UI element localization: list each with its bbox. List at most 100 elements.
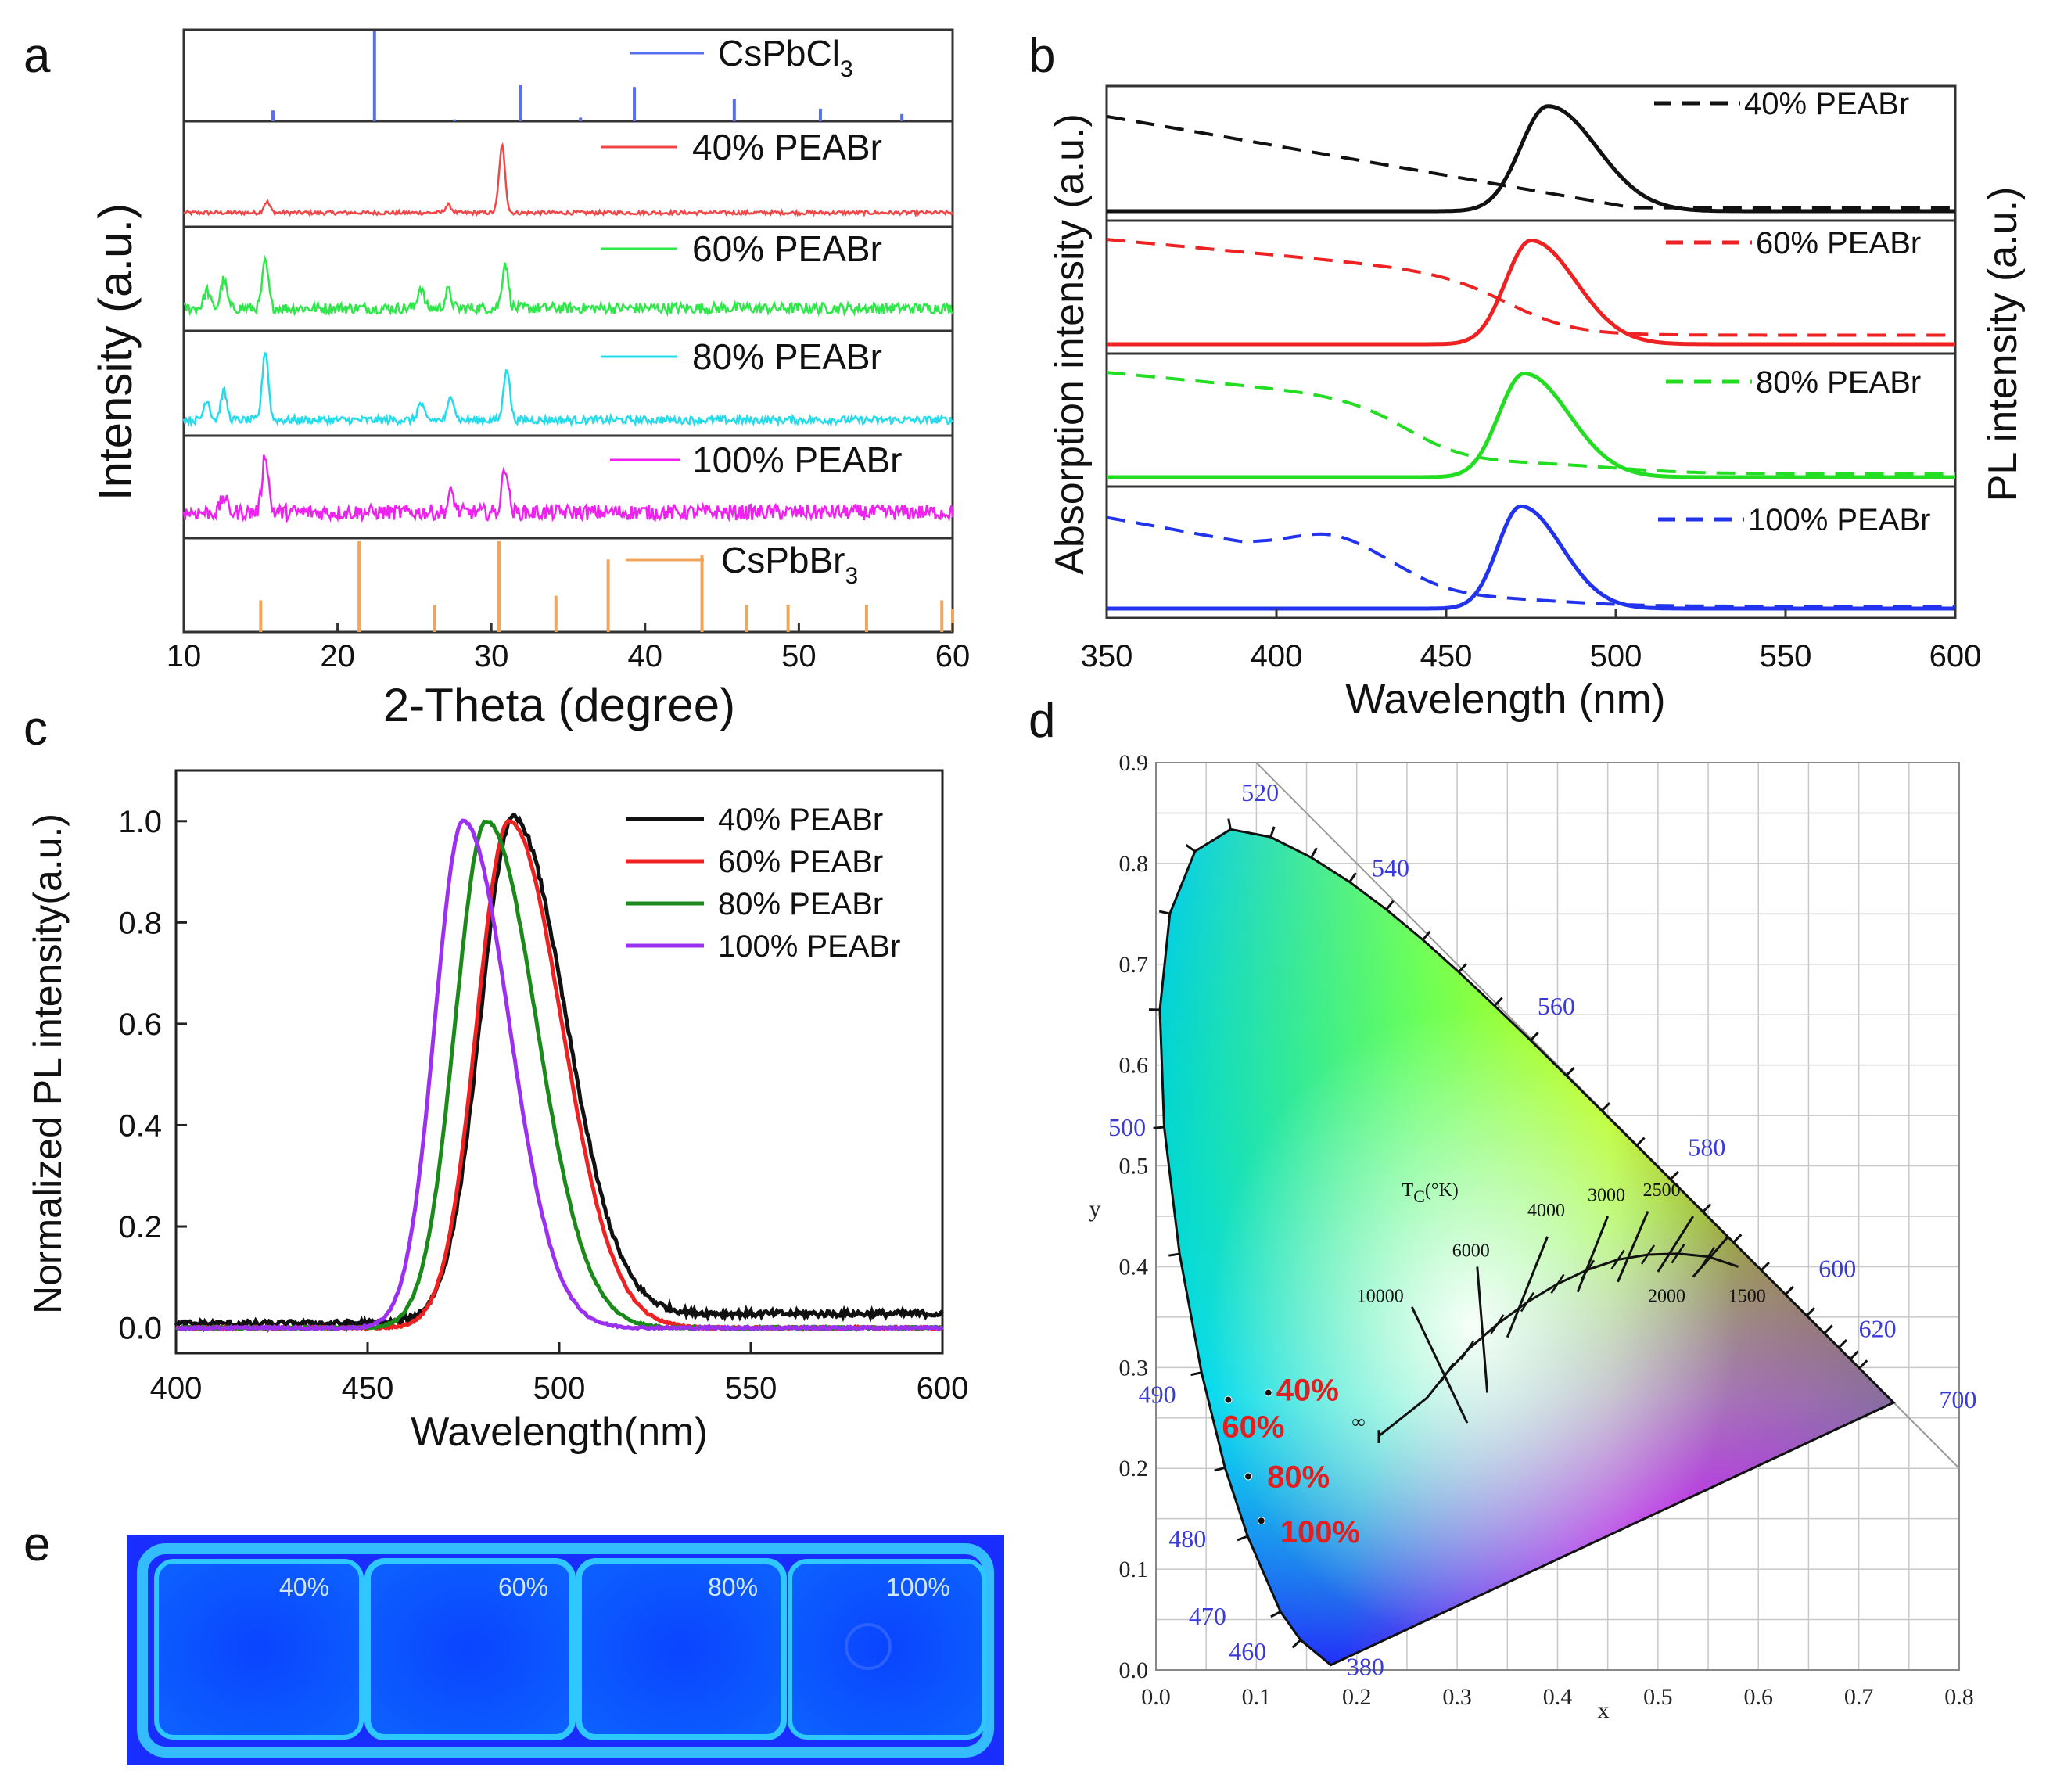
panel-c-xtick-label: 550 xyxy=(725,1371,777,1406)
panel-d-xtick-label: 0.7 xyxy=(1844,1684,1874,1710)
cie-plot-frame xyxy=(1155,762,1960,1671)
panel-d-xtick-label: 0.5 xyxy=(1643,1684,1673,1710)
panel-a-xtick-label: 50 xyxy=(781,639,817,673)
tc-value-label: 3000 xyxy=(1588,1186,1625,1206)
cie-wavelength-label: 490 xyxy=(1139,1380,1176,1408)
tc-label-sub: C xyxy=(1413,1187,1425,1206)
panel-d: d 0.0 0.1 0.2 0.3 0.4 0.5 0.6 0.7 0.8 0.0 0.1 0.2 0.… xyxy=(1028,694,1976,1723)
photo-cell-100 xyxy=(788,1559,986,1740)
legend-cspbbr3: CsPbBr3 xyxy=(626,540,858,589)
cie-point-80 xyxy=(1244,1472,1253,1481)
legend-b-80: 80% PEABr xyxy=(1666,365,1921,400)
planckian-tail xyxy=(1378,1396,1428,1438)
pl-trace-60 xyxy=(1107,238,1955,347)
cie-wavelength-label: 540 xyxy=(1372,854,1409,882)
panel-c-xtick-label: 400 xyxy=(150,1371,203,1406)
isotemperature-line xyxy=(1476,1266,1489,1393)
panel-a-xticks: 10 20 30 40 50 60 xyxy=(167,623,970,673)
panel-d-ylabel: y xyxy=(1089,1196,1101,1222)
isotemperature-line xyxy=(1692,1235,1729,1278)
panel-b-plot xyxy=(1106,104,1955,611)
cie-wavelength-label: 520 xyxy=(1241,778,1279,806)
panel-b-xtick-label: 400 xyxy=(1251,639,1303,673)
cie-wavelength-label: 600 xyxy=(1818,1254,1856,1282)
photo-label-100: 100% xyxy=(886,1573,950,1601)
panel-d-xtick-label: 0.2 xyxy=(1342,1684,1372,1710)
cie-wavelength-label: 380 xyxy=(1347,1652,1384,1680)
isotemperature-line xyxy=(1576,1216,1610,1293)
panel-b-ylabel-left: Absorption intensity (a.u.) xyxy=(1047,113,1093,575)
panel-b-ylabel-right: PL intensity (a.u.) xyxy=(1980,187,2026,502)
isotemperature-line xyxy=(1506,1236,1549,1338)
panel-b-xtick-label: 550 xyxy=(1760,639,1812,673)
panel-c-ytick-label: 0.2 xyxy=(118,1210,162,1244)
cie-locus-tick xyxy=(1565,1067,1575,1077)
cie-locus-tick xyxy=(1168,1252,1180,1257)
cie-locus-tick xyxy=(1158,910,1171,915)
legend-label-80: 80% PEABr xyxy=(692,336,882,377)
legend-b-label-40: 40% PEABr xyxy=(1744,87,1909,121)
cie-locus-tick xyxy=(1153,1126,1165,1129)
cie-point-label: 80% xyxy=(1267,1460,1330,1495)
legend-b-label-60: 60% PEABr xyxy=(1756,226,1921,260)
panel-c-ytick-label: 0.8 xyxy=(118,906,162,940)
cie-point-label: 60% xyxy=(1222,1410,1284,1445)
cie-locus-tick xyxy=(1385,900,1395,910)
planckian-tick xyxy=(1640,1244,1656,1265)
panel-a-plot xyxy=(182,31,954,632)
planckian-tick xyxy=(1520,1291,1535,1313)
panel-c-ytick-label: 1.0 xyxy=(118,805,162,839)
cie-locus-tick xyxy=(1784,1285,1794,1295)
panel-d-xtick-label: 0.1 xyxy=(1242,1684,1272,1710)
photo-label-60: 60% xyxy=(498,1573,548,1601)
legend-b-60: 60% PEABr xyxy=(1666,226,1921,260)
panel-b: b 40% PEABr 60% PEABr 80% PEABr 100% PEA… xyxy=(1028,29,2026,723)
panel-b-legends: 40% PEABr 60% PEABr 80% PEABr 100% PEABr xyxy=(1654,87,1930,537)
panel-label-c: c xyxy=(23,702,48,756)
cie-locus-tick xyxy=(1823,1324,1833,1334)
cie-point-100 xyxy=(1257,1517,1265,1525)
cie-locus-tick xyxy=(1190,1371,1202,1377)
panel-a-ylabel: Intensity (a.u.) xyxy=(89,203,142,501)
legend-c-label-80: 80% PEABr xyxy=(718,887,883,921)
panel-c-ytick-label: 0.0 xyxy=(118,1312,162,1346)
panel-b-xtick-label: 350 xyxy=(1081,639,1133,673)
panel-c-xlabel: Wavelength(nm) xyxy=(411,1410,708,1455)
photo-cell-80 xyxy=(576,1558,787,1740)
cie-point-40 xyxy=(1264,1388,1272,1397)
photo-cell-60 xyxy=(364,1558,576,1740)
panel-label-e: e xyxy=(23,1517,50,1571)
xrd-trace-100 xyxy=(182,454,954,524)
panel-d-ytick-label: 0.3 xyxy=(1119,1355,1149,1381)
cie-locus-tick xyxy=(1270,1611,1281,1618)
cie-wavelength-label: 500 xyxy=(1108,1113,1146,1141)
panel-d-xtick-label: 0.3 xyxy=(1442,1684,1472,1710)
isotemperature-line xyxy=(1657,1216,1695,1273)
legend-cspbcl3: CsPbCl3 xyxy=(630,33,853,82)
panel-d-ytick-label: 0.0 xyxy=(1119,1657,1149,1683)
cie-locus-tick xyxy=(1635,1137,1646,1147)
cie-locus-tick xyxy=(1214,1466,1226,1472)
panel-d-ytick-label: 0.4 xyxy=(1119,1254,1149,1280)
planckian-tick xyxy=(1459,1340,1475,1361)
panel-a-xtick-label: 30 xyxy=(474,639,509,673)
tc-value-label: 2500 xyxy=(1643,1180,1681,1201)
legend-c-label-60: 60% PEABr xyxy=(718,845,883,879)
photo-spot xyxy=(845,1623,892,1670)
cie-wavelength-label: 470 xyxy=(1189,1602,1226,1630)
legend-100: 100% PEABr xyxy=(610,440,902,480)
planckian-tick xyxy=(1701,1246,1716,1267)
legend-80: 80% PEABr xyxy=(601,336,882,377)
panel-c-ylabel: Normalized PL intensity(a.u.) xyxy=(26,813,70,1314)
abs-trace-80 xyxy=(1106,371,1955,476)
cie-locus-tick xyxy=(1760,1262,1770,1272)
panel-c-xtick-label: 600 xyxy=(917,1371,969,1406)
legend-b-100: 100% PEABr xyxy=(1658,503,1930,537)
xrd-trace-80 xyxy=(182,351,953,428)
norm-pl-trace-100 xyxy=(175,818,944,1332)
cie-locus-tick xyxy=(1849,1350,1859,1360)
xrd-trace-60 xyxy=(183,255,953,318)
cie-locus-tick xyxy=(1348,872,1357,883)
